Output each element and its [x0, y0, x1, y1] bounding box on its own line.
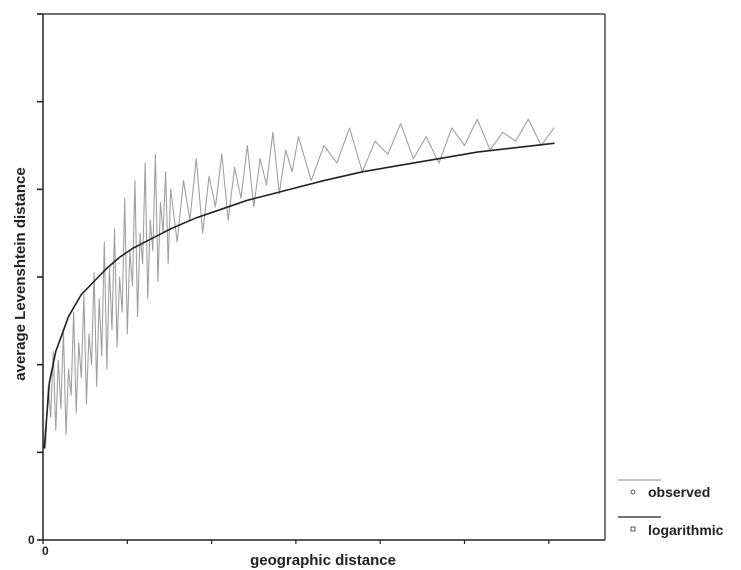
y-axis-label: average Levenshtein distance: [12, 167, 29, 380]
x-ticks: [42, 540, 550, 544]
x-axis-label: geographic distance: [250, 552, 396, 569]
axes: [37, 13, 606, 544]
legend-logarithmic-marker: [630, 526, 636, 532]
series-layer: [43, 118, 555, 449]
legend-observed-label: observed: [648, 484, 710, 500]
series-line-logarithmic: [43, 142, 555, 449]
y-ticks: [37, 13, 43, 541]
y-tick-label-zero: 0: [28, 533, 35, 547]
legend-logarithmic-label: logarithmic: [648, 522, 724, 538]
legend: observed logarithmic: [618, 479, 724, 538]
x-tick-label-zero: 0: [42, 544, 49, 558]
legend-observed-marker: [630, 489, 636, 495]
series-line-observed: [44, 118, 555, 449]
